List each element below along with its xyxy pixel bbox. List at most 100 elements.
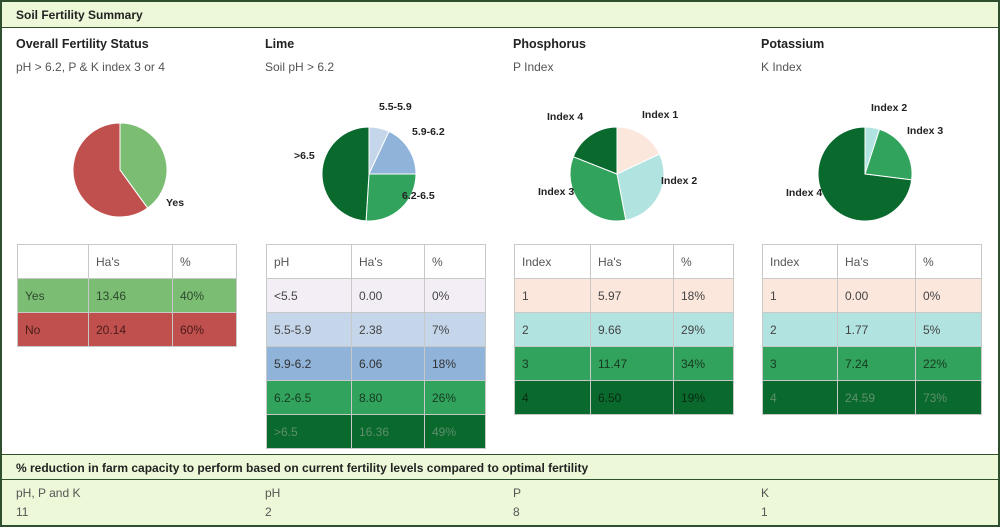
row-label-cell: 3 (762, 346, 838, 381)
row-label-cell: Yes (17, 278, 89, 313)
percent-cell: 29% (673, 312, 734, 347)
hectares-cell: 16.36 (351, 414, 425, 449)
percent-cell: 18% (424, 346, 486, 381)
table-row: 1 0.00 0% (762, 278, 982, 313)
reduction-value-p: 8 (513, 505, 520, 519)
percent-cell: 7% (424, 312, 486, 347)
table-row: <5.5 0.00 0% (266, 278, 486, 313)
table-row: 2 1.77 5% (762, 312, 982, 347)
reduction-values-panel: pH, P and K 11 pH 2 P 8 K 1 (2, 480, 998, 525)
pie-label-yes: Yes (166, 197, 184, 209)
pie-label-5-5-5-9: 5.5-5.9 (379, 101, 412, 113)
pie-slice (616, 153, 665, 221)
row-label-cell: 3 (514, 346, 591, 381)
column-header: Ha's (590, 244, 674, 279)
table-row: 1 5.97 18% (514, 278, 734, 313)
table-header-row: Ha's % (17, 244, 237, 279)
lime-section: Lime Soil pH > 6.2 5.5-5.9 5.9-6.2 6.2-6… (265, 28, 505, 458)
table-row: 2 9.66 29% (514, 312, 734, 347)
table-row: 3 7.24 22% (762, 346, 982, 381)
pie-slice (817, 126, 913, 222)
phosphorus-table: Index Ha's % 1 5.97 18% 2 9.66 29% 3 11.47 34% 4 6… (514, 244, 734, 415)
phosphorus-pie-chart: Index 1 Index 2 Index 3 Index 4 (538, 109, 697, 222)
overall-status-subtitle: pH > 6.2, P & K index 3 or 4 (16, 60, 165, 74)
panel-header: Soil Fertility Summary (2, 2, 998, 28)
overall-status-pie-chart: Yes No (72, 122, 184, 218)
hectares-cell: 11.47 (590, 346, 674, 381)
pie-label-index-4: Index 4 (547, 111, 583, 123)
table-header-row: Index Ha's % (514, 244, 734, 279)
reduction-label-k: K (761, 486, 770, 500)
hectares-cell: 13.46 (88, 278, 173, 313)
row-label-cell: 2 (762, 312, 838, 347)
phosphorus-section: Phosphorus P Index Index 1 Index 2 Index… (513, 28, 753, 458)
table-row: Yes 13.46 40% (17, 278, 237, 313)
hectares-cell: 7.24 (837, 346, 916, 381)
pie-label-index-3: Index 3 (907, 125, 943, 137)
pie-label-index-2: Index 2 (871, 102, 907, 114)
hectares-cell: 0.00 (837, 278, 916, 313)
table-header-row: Index Ha's % (762, 244, 982, 279)
potassium-subtitle: K Index (761, 60, 802, 74)
reduction-title: % reduction in farm capacity to perform … (16, 461, 589, 475)
hectares-cell: 24.59 (837, 380, 916, 415)
column-header: pH (266, 244, 352, 279)
percent-cell: 73% (915, 380, 982, 415)
row-label-cell: 6.2-6.5 (266, 380, 352, 415)
hectares-cell: 6.06 (351, 346, 425, 381)
row-label-cell: 1 (762, 278, 838, 313)
column-header: % (424, 244, 486, 279)
reduction-value-ph: 2 (265, 505, 272, 519)
column-header: Index (514, 244, 591, 279)
pie-slice (368, 130, 417, 175)
hectares-cell: 2.38 (351, 312, 425, 347)
percent-cell: 26% (424, 380, 486, 415)
row-label-cell: >6.5 (266, 414, 352, 449)
phosphorus-title: Phosphorus (513, 37, 586, 51)
column-header: % (172, 244, 237, 279)
table-row: >6.5 16.36 49% (266, 414, 486, 449)
pie-slice (365, 173, 417, 222)
hectares-cell: 8.80 (351, 380, 425, 415)
pie-slice (572, 126, 618, 175)
lime-title: Lime (265, 37, 295, 51)
reduction-value-ph-p-k: 11 (16, 505, 29, 519)
hectares-cell: 1.77 (837, 312, 916, 347)
column-header: Ha's (837, 244, 916, 279)
row-label-cell: <5.5 (266, 278, 352, 313)
reduction-header: % reduction in farm capacity to perform … (2, 454, 998, 480)
percent-cell: 0% (424, 278, 486, 313)
column-header: Index (762, 244, 838, 279)
potassium-title: Potassium (761, 37, 825, 51)
overall-status-table: Ha's % Yes 13.46 40% No 20.14 60% (17, 244, 237, 347)
column-header: % (673, 244, 734, 279)
pie-label-6-2-6-5: 6.2-6.5 (402, 190, 435, 202)
overall-status-title: Overall Fertility Status (16, 37, 149, 51)
panel-title: Soil Fertility Summary (16, 8, 143, 22)
reduction-label-ph: pH (265, 486, 281, 500)
hectares-cell: 20.14 (88, 312, 173, 347)
percent-cell: 49% (424, 414, 486, 449)
table-header-row: pH Ha's % (266, 244, 486, 279)
pie-label-5-9-6-2: 5.9-6.2 (412, 126, 445, 138)
percent-cell: 18% (673, 278, 734, 313)
table-row: 5.5-5.9 2.38 7% (266, 312, 486, 347)
potassium-section: Potassium K Index Index 2 Index 3 Index … (761, 28, 1000, 458)
pie-slice (72, 122, 149, 218)
percent-cell: 0% (915, 278, 982, 313)
row-label-cell: 2 (514, 312, 591, 347)
lime-pie-chart: 5.5-5.9 5.9-6.2 6.2-6.5 >6.5 (294, 101, 445, 222)
table-row: 3 11.47 34% (514, 346, 734, 381)
table-row: 6.2-6.5 8.80 26% (266, 380, 486, 415)
row-label-cell: No (17, 312, 89, 347)
percent-cell: 40% (172, 278, 237, 313)
table-row: 5.9-6.2 6.06 18% (266, 346, 486, 381)
potassium-pie-chart: Index 2 Index 3 Index 4 (786, 102, 943, 222)
hectares-cell: 5.97 (590, 278, 674, 313)
pie-slice (119, 122, 168, 209)
column-header: % (915, 244, 982, 279)
pie-slice (321, 126, 370, 222)
hectares-cell: 0.00 (351, 278, 425, 313)
hectares-cell: 6.50 (590, 380, 674, 415)
